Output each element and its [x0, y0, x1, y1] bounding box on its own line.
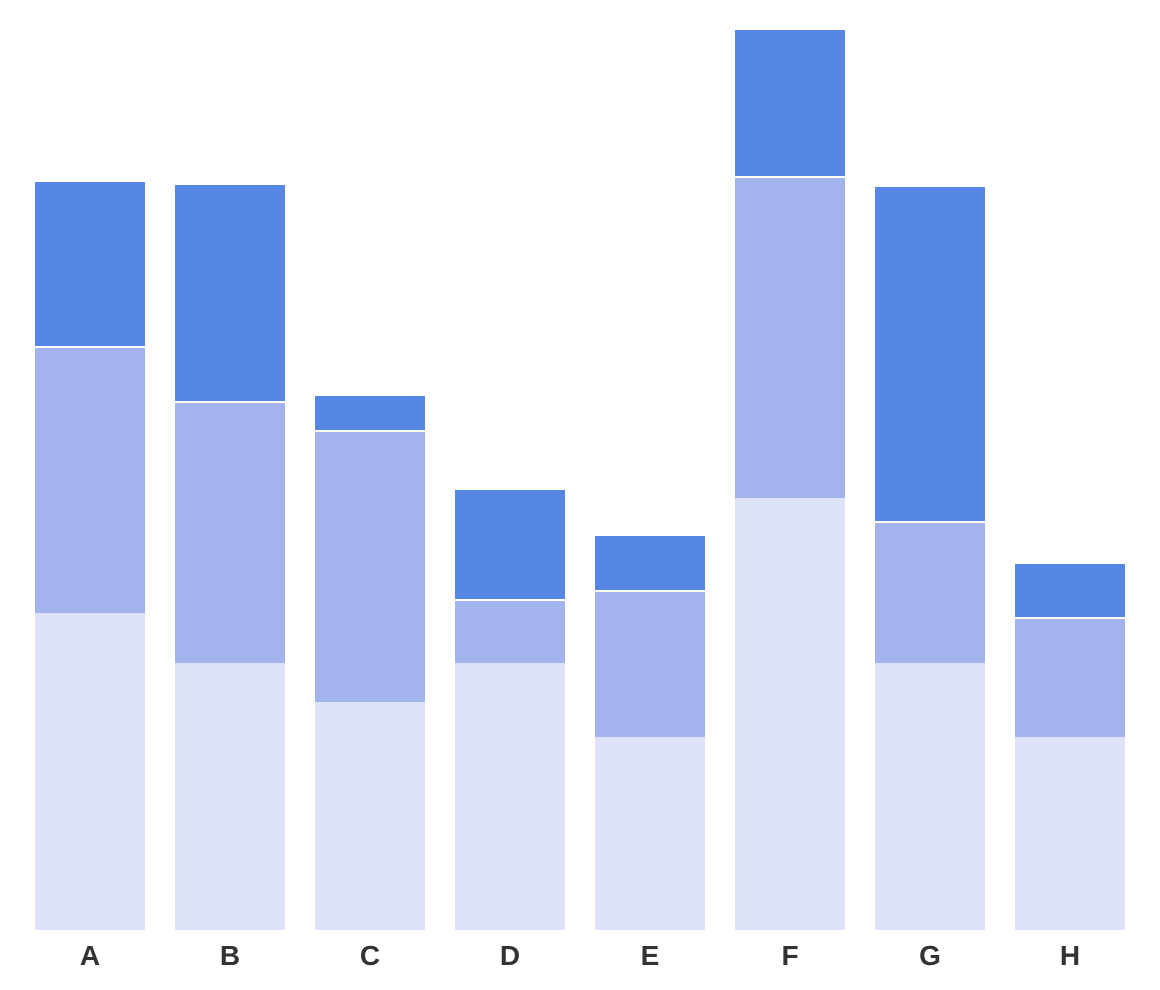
bar-group: [455, 10, 565, 930]
bar-segment-middle: [735, 176, 845, 498]
bar-segment-top: [455, 488, 565, 598]
x-axis-label: A: [35, 940, 145, 972]
bar-segment-bottom: [595, 737, 705, 930]
bar-segment-top: [875, 185, 985, 521]
bar-segment-middle: [455, 599, 565, 663]
bar-segment-top: [595, 534, 705, 589]
bar-group: [1015, 10, 1125, 930]
bar-segment-bottom: [1015, 737, 1125, 930]
bar-segment-top: [735, 28, 845, 175]
plot-area: [20, 10, 1140, 930]
bar-segment-bottom: [35, 613, 145, 930]
bar-segment-bottom: [735, 498, 845, 930]
bar-group: [175, 10, 285, 930]
bar-segment-bottom: [175, 663, 285, 930]
x-axis-label: H: [1015, 940, 1125, 972]
bar-group: [315, 10, 425, 930]
bar-group: [875, 10, 985, 930]
x-axis-label: B: [175, 940, 285, 972]
bar-group: [35, 10, 145, 930]
x-axis: ABCDEFGH: [20, 940, 1140, 972]
x-axis-label: D: [455, 940, 565, 972]
bar-group: [595, 10, 705, 930]
bar-segment-middle: [875, 521, 985, 664]
bar-segment-middle: [175, 401, 285, 663]
bar-segment-top: [175, 183, 285, 401]
bar-segment-top: [1015, 562, 1125, 617]
x-axis-label: G: [875, 940, 985, 972]
bar-segment-top: [315, 394, 425, 431]
bar-group: [735, 10, 845, 930]
x-axis-label: C: [315, 940, 425, 972]
bar-segment-bottom: [315, 702, 425, 930]
bar-segment-middle: [315, 430, 425, 701]
bar-segment-middle: [1015, 617, 1125, 737]
bar-segment-middle: [595, 590, 705, 737]
stacked-bar-chart: ABCDEFGH: [0, 0, 1160, 990]
bar-segment-top: [35, 180, 145, 346]
x-axis-label: E: [595, 940, 705, 972]
bar-segment-bottom: [455, 663, 565, 930]
x-axis-label: F: [735, 940, 845, 972]
bar-segment-bottom: [875, 663, 985, 930]
bar-segment-middle: [35, 346, 145, 613]
